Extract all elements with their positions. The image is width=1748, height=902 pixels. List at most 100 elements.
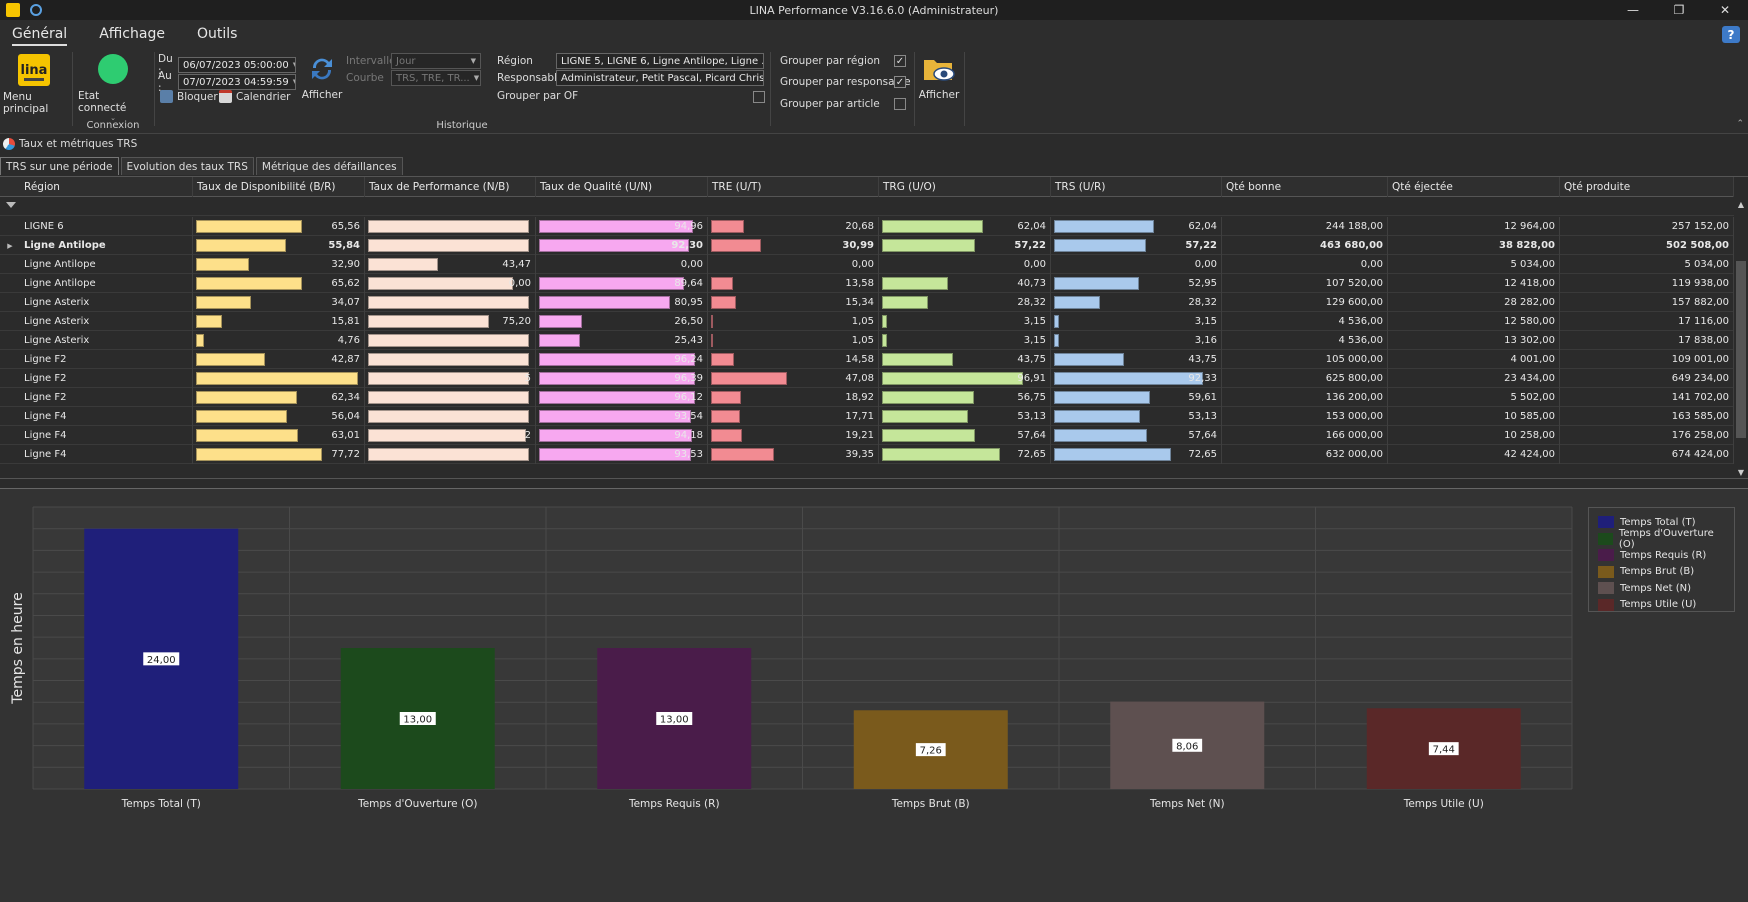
cell-tre[interactable]: 13,58 [708,274,879,293]
cell-perf[interactable]: 75,20 [365,312,536,331]
minimize-icon[interactable]: — [1627,3,1639,17]
cell-perf[interactable]: 2 [365,426,536,445]
cell-produite[interactable]: 17 838,00 [1560,331,1734,350]
table-row[interactable]: Ligne Asterix 34,07 80,95 15,34 28,32 28,32 12… [0,293,1734,312]
row-indicator[interactable] [0,312,20,331]
cell-tre[interactable]: 0,00 [708,255,879,274]
cell-trs[interactable]: 59,61 [1051,388,1222,407]
cell-tre[interactable]: 1,05 [708,331,879,350]
column-header-perf[interactable]: Taux de Performance (N/B) [365,177,536,197]
row-indicator[interactable] [0,388,20,407]
cell-dispo[interactable]: 65,62 [193,274,365,293]
cell-region[interactable]: Ligne Asterix [20,312,193,331]
cell-ejectee[interactable]: 38 828,00 [1388,236,1560,255]
cell-dispo[interactable]: 34,07 [193,293,365,312]
cell-bonne[interactable]: 0,00 [1222,255,1388,274]
legend-item[interactable]: Temps d'Ouverture (O) [1598,528,1725,550]
grid-vertical-scrollbar[interactable]: ▲ ▼ [1734,198,1748,478]
row-indicator[interactable] [0,407,20,426]
cell-perf[interactable]: 5 [365,369,536,388]
cell-perf[interactable] [365,217,536,236]
cell-bonne[interactable]: 632 000,00 [1222,445,1388,464]
table-row[interactable]: Ligne F2 62,34 96,12 18,92 56,75 59,61 136 200… [0,388,1734,407]
cell-perf[interactable] [365,407,536,426]
cell-ejectee[interactable]: 12 964,00 [1388,217,1560,236]
cell-region[interactable]: Ligne F4 [20,407,193,426]
cell-region[interactable]: Ligne F2 [20,388,193,407]
cell-trg[interactable]: 43,75 [879,350,1051,369]
column-header-ejectee[interactable]: Qté éjectée [1388,177,1560,197]
cell-ejectee[interactable]: 42 424,00 [1388,445,1560,464]
cell-trg[interactable]: 3,15 [879,331,1051,350]
column-header-region[interactable]: Région [20,177,193,197]
cell-bonne[interactable]: 107 520,00 [1222,274,1388,293]
cell-ejectee[interactable]: 23 434,00 [1388,369,1560,388]
cell-tre[interactable]: 17,71 [708,407,879,426]
cell-tre[interactable]: 15,34 [708,293,879,312]
cell-qual[interactable]: 96,24 [536,350,708,369]
cell-perf[interactable] [365,445,536,464]
cell-trg[interactable]: 62,04 [879,217,1051,236]
cell-qual[interactable]: 93,53 [536,445,708,464]
responsable-select[interactable]: Administrateur, Petit Pascal, Picard Chr… [556,70,764,86]
cell-trs[interactable]: 0,00 [1051,255,1222,274]
row-indicator[interactable] [0,293,20,312]
table-row[interactable]: Ligne F2 5 96,39 47,08 96,91 92,33 625 800,00 2… [0,369,1734,388]
cell-qual[interactable]: 94,96 [536,217,708,236]
cell-trs[interactable]: 3,15 [1051,312,1222,331]
cell-region[interactable]: Ligne F4 [20,426,193,445]
legend-item[interactable]: Temps Brut (B) [1598,564,1725,581]
cell-ejectee[interactable]: 28 282,00 [1388,293,1560,312]
grouper-article-checkbox[interactable] [894,98,906,110]
cell-trg[interactable]: 53,13 [879,407,1051,426]
cell-trs[interactable]: 57,64 [1051,426,1222,445]
cell-region[interactable]: Ligne Antilope [20,255,193,274]
cell-produite[interactable]: 141 702,00 [1560,388,1734,407]
tab-metrique-defaillances[interactable]: Métrique des défaillances [255,157,403,175]
cell-perf[interactable]: 43,47 [365,255,536,274]
ribbon-tab-outils[interactable]: Outils [196,26,238,42]
cell-produite[interactable]: 119 938,00 [1560,274,1734,293]
cell-perf[interactable] [365,350,536,369]
cell-dispo[interactable]: 42,87 [193,350,365,369]
cell-produite[interactable]: 109 001,00 [1560,350,1734,369]
cell-bonne[interactable]: 625 800,00 [1222,369,1388,388]
courbe-select[interactable]: TRS, TRE, TR... ▼ [391,70,481,86]
tab-trs-periode[interactable]: TRS sur une période [0,157,119,175]
cell-dispo[interactable]: 62,34 [193,388,365,407]
column-header-tre[interactable]: TRE (U/T) [708,177,879,197]
cell-tre[interactable]: 19,21 [708,426,879,445]
row-indicator[interactable] [0,426,20,445]
row-indicator[interactable] [0,255,20,274]
cell-trg[interactable]: 57,22 [879,236,1051,255]
cell-tre[interactable]: 39,35 [708,445,879,464]
cell-region[interactable]: Ligne F2 [20,369,193,388]
cell-tre[interactable]: 47,08 [708,369,879,388]
ribbon-tab-general[interactable]: Général [12,26,79,46]
cell-dispo[interactable] [193,369,365,388]
region-select[interactable]: LIGNE 5, LIGNE 6, Ligne Antilope, Ligne … [556,53,764,69]
cell-produite[interactable]: 502 508,00 [1560,236,1734,255]
cell-ejectee[interactable]: 5 034,00 [1388,255,1560,274]
cell-bonne[interactable]: 129 600,00 [1222,293,1388,312]
cell-trs[interactable]: 28,32 [1051,293,1222,312]
cell-trg[interactable]: 57,64 [879,426,1051,445]
cell-region[interactable]: Ligne Asterix [20,293,193,312]
cell-dispo[interactable]: 4,76 [193,331,365,350]
column-header-produite[interactable]: Qté produite [1560,177,1734,197]
cell-tre[interactable]: 1,05 [708,312,879,331]
cell-dispo[interactable]: 63,01 [193,426,365,445]
row-indicator[interactable] [0,331,20,350]
cell-ejectee[interactable]: 4 001,00 [1388,350,1560,369]
cell-trg[interactable]: 72,65 [879,445,1051,464]
cell-perf[interactable] [365,388,536,407]
cell-qual[interactable]: 93,54 [536,407,708,426]
cell-trg[interactable]: 3,15 [879,312,1051,331]
scrollbar-thumb[interactable] [1736,261,1746,438]
row-indicator[interactable] [0,350,20,369]
cell-produite[interactable]: 176 258,00 [1560,426,1734,445]
cell-trg[interactable]: 0,00 [879,255,1051,274]
cell-trg[interactable]: 56,75 [879,388,1051,407]
cell-produite[interactable]: 17 116,00 [1560,312,1734,331]
cell-trg[interactable]: 28,32 [879,293,1051,312]
